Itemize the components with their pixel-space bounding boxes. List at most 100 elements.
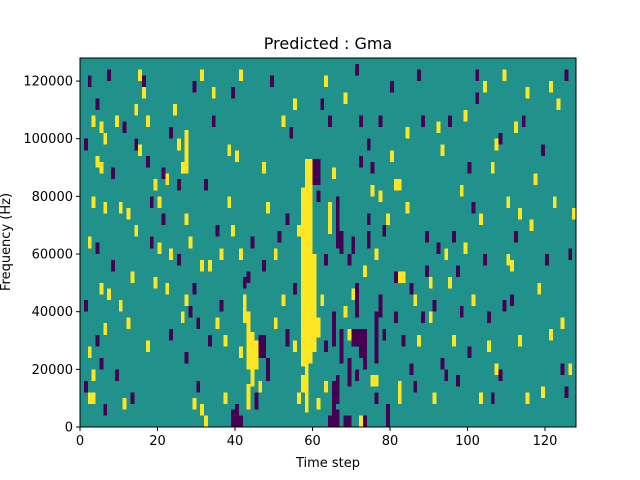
plot-area [79, 57, 577, 428]
heatmap-cell [397, 380, 402, 393]
heatmap-cell [227, 196, 232, 208]
heatmap-cell [359, 156, 363, 168]
heatmap-region [359, 328, 363, 358]
heatmap-region [339, 230, 344, 255]
heatmap-cell [157, 196, 162, 208]
heatmap-cell [494, 363, 499, 376]
heatmap-cell [366, 138, 371, 151]
heatmap-cell [359, 115, 363, 128]
heatmap-region [331, 311, 336, 347]
heatmap-region [343, 415, 352, 427]
heatmap-cell [548, 328, 553, 341]
heatmap-cell [266, 202, 270, 214]
heatmap-cell [223, 392, 228, 404]
heatmap-cell [455, 375, 460, 387]
y-tick-label: 120000 [23, 75, 73, 90]
heatmap-region [328, 202, 332, 234]
heatmap-region [254, 392, 259, 410]
heatmap-cell [281, 115, 286, 128]
heatmap-cell [207, 334, 212, 347]
heatmap-region [285, 328, 290, 347]
heatmap-cell [273, 317, 278, 329]
heatmap-cell [525, 86, 530, 99]
y-tick-label: 0 [65, 421, 73, 436]
y-axis-label: Frequency (Hz) [0, 193, 14, 291]
heatmap-cell [390, 81, 394, 93]
heatmap-cell [103, 323, 108, 335]
y-tick-label: 80000 [32, 190, 73, 205]
heatmap-cell [514, 230, 518, 243]
heatmap-region [242, 294, 247, 324]
heatmap-region [304, 158, 309, 376]
heatmap-region [297, 225, 301, 237]
heatmap-cell [324, 340, 329, 353]
heatmap-cell [180, 311, 185, 324]
heatmap-cell [161, 167, 166, 180]
heatmap-region [335, 409, 340, 427]
heatmap-cell [103, 202, 108, 214]
heatmap-region [312, 158, 321, 185]
heatmap-cell [200, 69, 205, 82]
heatmap-region [335, 196, 340, 249]
heatmap-cell [107, 288, 112, 301]
heatmap-cell [452, 230, 456, 243]
heatmap-cell [397, 271, 402, 283]
heatmap-region [238, 415, 243, 427]
heatmap-cell [471, 202, 476, 214]
heatmap-region [231, 409, 236, 427]
y-tick-label: 100000 [23, 132, 73, 147]
x-tick-label: 60 [304, 434, 321, 449]
heatmap-cell [343, 305, 348, 318]
heatmap-cell [459, 184, 464, 197]
heatmap-cell [176, 254, 181, 266]
heatmap-region [393, 179, 402, 191]
heatmap-cell [444, 248, 449, 260]
heatmap-cell [95, 334, 100, 347]
heatmap-cell [200, 259, 205, 272]
heatmap-cell [188, 236, 193, 249]
heatmap-cell [483, 254, 487, 266]
heatmap-cell [207, 259, 212, 272]
heatmap-region [335, 375, 340, 404]
heatmap-cell [231, 86, 236, 99]
heatmap-cell [169, 248, 174, 260]
x-tick-label: 100 [455, 434, 480, 449]
heatmap-cell [192, 81, 197, 93]
heatmap-cell [91, 392, 96, 404]
heatmap-cell [126, 207, 131, 220]
heatmap-cell [486, 311, 491, 324]
heatmap-cell [277, 230, 282, 243]
heatmap-cell [409, 363, 414, 376]
heatmap-cell [215, 317, 220, 329]
heatmap-cell [428, 277, 433, 289]
heatmap-cell [421, 115, 425, 128]
heatmap-cell [219, 248, 224, 260]
heatmap-cell [463, 109, 468, 122]
heatmap-cell [293, 98, 298, 110]
heatmap-cell [560, 363, 565, 376]
heatmap-cell [173, 104, 177, 116]
heatmap-cell [99, 282, 104, 295]
heatmap-cell [440, 144, 445, 157]
heatmap-cell [250, 236, 255, 249]
heatmap-region [246, 383, 251, 410]
heatmap-cell [510, 259, 515, 272]
heatmap-cell [463, 242, 468, 255]
heatmap-cell [118, 300, 123, 312]
heatmap-cell [126, 317, 131, 329]
heatmap-cell [192, 282, 197, 295]
y-tick-label: 60000 [32, 248, 73, 263]
heatmap-cell [366, 213, 371, 226]
heatmap-cell [502, 300, 507, 312]
heatmap-cell [479, 392, 484, 404]
heatmap-cell [145, 340, 150, 353]
heatmap-cell [347, 328, 352, 341]
x-axis-label: Time step [295, 456, 360, 471]
heatmap-cell [320, 98, 325, 110]
heatmap-cell [103, 403, 108, 416]
heatmap-cell [564, 69, 569, 82]
heatmap-cell [351, 288, 356, 301]
heatmap-cell [428, 311, 433, 324]
heatmap-cell [498, 369, 503, 381]
